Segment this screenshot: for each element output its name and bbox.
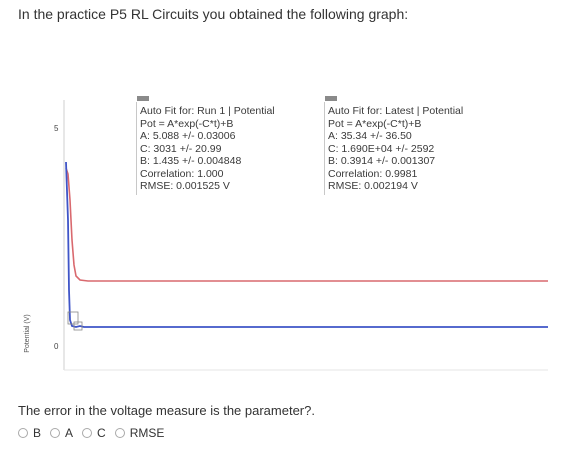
- fit-run1-line: C: 3031 +/- 20.99: [140, 142, 222, 155]
- run1-curve: [65, 167, 548, 282]
- fit-run1-line: B: 1.435 +/- 0.004848: [140, 155, 242, 167]
- y-axis-label: Potential (V): [23, 314, 31, 353]
- fit-box-run1: Auto Fit for: Run 1 | Potential Pot = A*…: [136, 96, 279, 195]
- fit-latest-line: B: 0.3914 +/- 0.001307: [328, 155, 436, 167]
- fit-box-tab: [137, 96, 149, 101]
- radio-button[interactable]: [50, 428, 61, 438]
- fit-run1-line: RMSE: 0.001525 V: [140, 180, 230, 192]
- graph-area: 5 0 Potential (V) Auto Fit for: Run 1 | …: [18, 40, 560, 420]
- y-tick-5: 5: [54, 124, 59, 133]
- fit-run1-line: Correlation: 1.000: [140, 167, 224, 180]
- answer-options: B A C RMSE: [18, 426, 173, 440]
- fit-latest-line: C: 1.690E+04 +/- 2592: [328, 142, 435, 155]
- fit-latest-line: Pot = A*exp(-C*t)+B: [328, 117, 422, 130]
- latest-curve: [65, 161, 548, 328]
- radio-button[interactable]: [18, 428, 28, 438]
- option-label: C: [97, 426, 106, 440]
- cursor-marker-1: [67, 311, 79, 325]
- prompt-text: The error in the voltage measure is the …: [18, 403, 315, 418]
- fit-run1-line: Auto Fit for: Run 1 | Potential: [140, 105, 275, 117]
- option-label: RMSE: [129, 426, 165, 440]
- radio-button[interactable]: [82, 428, 93, 438]
- fit-latest-line: A: 35.34 +/- 36.50: [328, 130, 412, 142]
- cursor-marker-2: [73, 321, 83, 331]
- option-label: B: [33, 426, 42, 440]
- fit-run1-line: Pot = A*exp(-C*t)+B: [140, 117, 234, 130]
- fit-latest-line: Correlation: 0.9981: [328, 167, 418, 180]
- option-a[interactable]: A: [50, 426, 73, 440]
- option-b[interactable]: B: [18, 426, 41, 440]
- option-rmse[interactable]: RMSE: [114, 426, 165, 440]
- option-label: A: [65, 426, 74, 440]
- fit-latest-line: RMSE: 0.002194 V: [328, 180, 418, 192]
- question-text: In the practice P5 RL Circuits you obtai…: [18, 6, 409, 22]
- y-tick-0: 0: [54, 342, 59, 351]
- graph-svg: [63, 100, 548, 371]
- option-c[interactable]: C: [82, 426, 106, 440]
- fit-box-latest: Auto Fit for: Latest | Potential Pot = A…: [324, 96, 468, 195]
- fit-run1-line: A: 5.088 +/- 0.03006: [140, 130, 236, 142]
- radio-button[interactable]: [114, 428, 125, 438]
- fit-box-tab: [325, 96, 337, 101]
- fit-latest-line: Auto Fit for: Latest | Potential: [328, 105, 464, 117]
